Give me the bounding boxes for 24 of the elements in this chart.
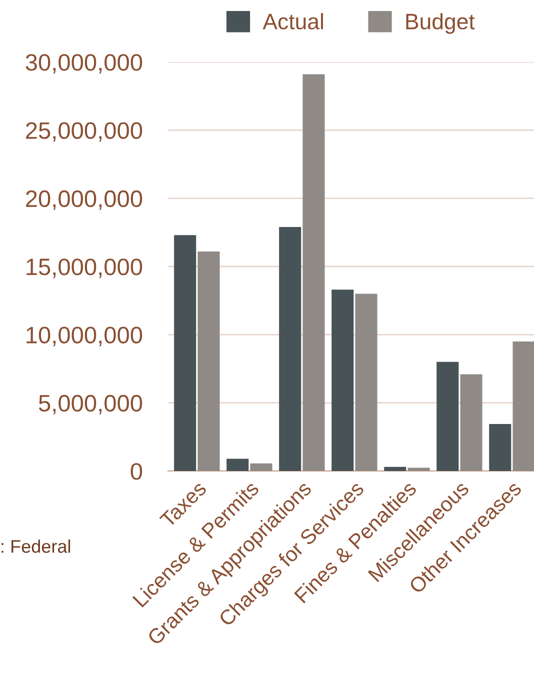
bar [384,466,406,471]
bar [279,226,302,471]
text: : Federal [2,540,70,553]
legend-label: Budget [406,13,475,34]
bar [174,235,196,471]
legend-label: Actual [262,13,323,30]
y-tick-label: 5,000,000 [38,394,142,414]
y-tick-label: 30,000,000 [26,54,142,74]
bar [250,463,272,471]
bar [408,468,430,471]
bar [460,374,482,471]
y-tick-label: 15,000,000 [26,258,142,278]
bar [489,424,512,471]
bar [512,341,534,471]
bar [198,252,220,471]
bar [302,74,325,471]
y-tick-label: 0 [130,463,142,480]
y-tick-label: 10,000,000 [26,326,142,346]
bar [226,458,249,471]
y-tick-label: 25,000,000 [26,122,142,142]
bar [436,362,459,471]
bar [355,294,378,471]
y-tick-label: 20,000,000 [26,190,142,210]
bar [332,290,354,471]
